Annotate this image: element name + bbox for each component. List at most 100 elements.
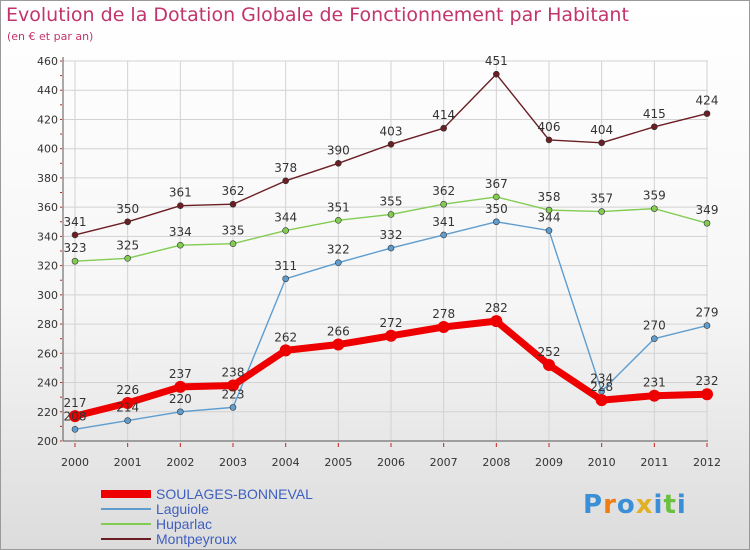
data-label: 350 (116, 202, 139, 216)
data-point (177, 241, 184, 249)
x-tick-mark (179, 443, 181, 447)
data-point (543, 359, 555, 371)
y-tick-label: 360 (37, 201, 58, 214)
data-point (121, 397, 134, 409)
y-tick-label: 460 (37, 55, 58, 68)
data-label: 349 (696, 203, 719, 217)
data-label: 414 (432, 108, 455, 122)
x-tick-label: 2000 (61, 456, 89, 469)
x-tick-mark (706, 443, 708, 447)
data-label: 355 (380, 194, 403, 208)
y-tick-label: 200 (37, 435, 58, 448)
y-minor-tick (60, 367, 62, 369)
y-minor-tick (60, 279, 62, 281)
data-label: 378 (274, 161, 297, 175)
x-tick-mark (601, 443, 603, 447)
legend-swatch (101, 537, 151, 540)
data-point (493, 70, 500, 78)
y-minor-tick (60, 235, 62, 237)
x-tick-mark (127, 443, 129, 447)
y-minor-tick (60, 265, 62, 267)
y-minor-tick (60, 60, 62, 62)
x-tick-mark (285, 443, 287, 447)
data-label: 403 (380, 124, 403, 138)
logo-letter: t (663, 490, 677, 520)
data-label: 228 (590, 380, 613, 394)
y-minor-tick (60, 192, 62, 194)
y-minor-tick (60, 118, 62, 120)
data-point (595, 394, 608, 407)
data-point (387, 211, 395, 218)
data-point (545, 206, 553, 214)
data-label: 238 (222, 365, 245, 379)
data-label: 237 (169, 367, 192, 381)
data-label: 341 (432, 215, 455, 229)
y-minor-tick (60, 308, 62, 310)
x-tick-label: 2010 (588, 456, 616, 469)
data-label: 270 (643, 319, 666, 333)
data-point (703, 219, 711, 227)
data-point (493, 218, 500, 226)
chart-subtitle: (en € et par an) (7, 30, 94, 43)
data-point (335, 259, 342, 266)
data-point (229, 200, 237, 208)
data-point (174, 380, 187, 393)
y-minor-tick (60, 89, 62, 91)
data-point (440, 124, 447, 132)
y-minor-tick (60, 177, 62, 179)
data-point (385, 329, 397, 342)
data-label: 234 (590, 371, 613, 385)
logo-letter: i (653, 490, 664, 520)
data-label: 404 (590, 123, 613, 137)
y-tick-label: 420 (37, 113, 58, 126)
legend-swatch (101, 507, 151, 510)
logo-letter: r (603, 490, 617, 520)
x-tick-label: 2007 (430, 456, 458, 469)
data-point (648, 389, 661, 402)
data-point (701, 388, 713, 401)
data-label: 344 (274, 211, 297, 225)
x-tick-label: 2009 (535, 456, 563, 469)
data-label: 334 (169, 225, 192, 239)
data-label: 335 (222, 224, 245, 238)
data-label: 272 (380, 316, 403, 330)
data-label: 223 (222, 387, 245, 401)
data-label: 332 (380, 228, 403, 242)
logo-letter: P (583, 490, 604, 520)
data-label: 361 (169, 186, 192, 200)
legend-label: SOULAGES-BONNEVAL (156, 485, 313, 502)
data-label: 415 (643, 107, 666, 121)
x-tick-label: 2011 (640, 456, 668, 469)
data-point (335, 160, 342, 167)
data-point (387, 141, 395, 148)
y-minor-tick (60, 382, 62, 384)
data-label: 232 (696, 374, 719, 388)
data-label: 208 (64, 409, 87, 423)
y-tick-label: 400 (37, 143, 58, 156)
data-point (71, 231, 79, 239)
x-tick-label: 2004 (272, 456, 300, 469)
data-label: 362 (222, 184, 245, 198)
y-tick-label: 380 (37, 172, 58, 185)
data-point (69, 410, 81, 423)
x-tick-mark (495, 443, 497, 447)
data-point (124, 218, 131, 226)
data-point (124, 417, 131, 424)
data-label: 358 (538, 190, 561, 204)
logo-letter: o (616, 490, 636, 520)
x-tick-mark (74, 443, 76, 447)
chart-title: Evolution de la Dotation Globale de Fonc… (6, 4, 629, 26)
data-point (651, 123, 658, 131)
data-point (229, 240, 237, 247)
logo-letter: i (676, 490, 687, 520)
legend-item: SOULAGES-BONNEVAL (101, 485, 313, 502)
x-tick-label: 2006 (377, 456, 405, 469)
data-label: 367 (485, 177, 508, 191)
y-tick-label: 320 (37, 260, 58, 273)
data-point (177, 408, 184, 416)
data-point (71, 257, 79, 265)
data-label: 266 (327, 325, 350, 339)
y-minor-tick (60, 352, 62, 354)
